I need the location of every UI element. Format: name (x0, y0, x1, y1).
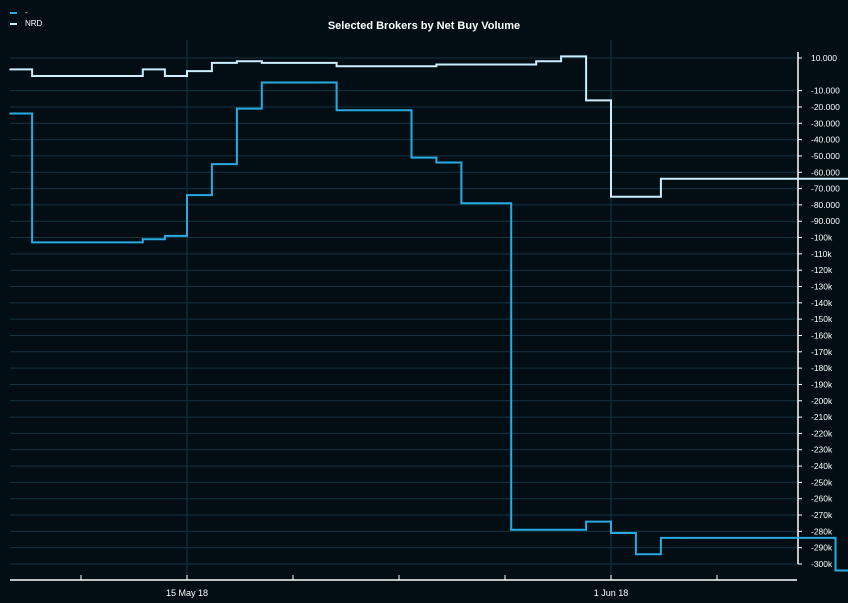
y-tick-label: -250k (811, 477, 833, 487)
data-point-2 (236, 60, 238, 63)
y-tick-label: -70.000 (811, 184, 840, 194)
data-point-2 (560, 55, 562, 58)
data-point-1 (585, 520, 587, 523)
data-point-1 (164, 235, 166, 237)
data-point-1 (236, 107, 238, 110)
data-point-1 (610, 532, 612, 534)
y-tick-label: -260k (811, 494, 833, 504)
legend: - NRD (10, 7, 42, 29)
data-point-1 (635, 553, 637, 556)
y-tick-label: -280k (811, 526, 833, 536)
data-point-1 (211, 163, 213, 165)
x-tick-label: 1 Jun 18 (594, 588, 629, 598)
data-point-2 (164, 75, 166, 77)
y-tick-label: -200k (811, 396, 833, 406)
data-point-1 (261, 81, 263, 84)
y-tick-label: -190k (811, 379, 833, 389)
data-point-1 (834, 569, 837, 572)
data-point-1 (485, 202, 488, 205)
data-point-2 (9, 68, 11, 71)
data-point-2 (460, 63, 463, 66)
y-tick-label: -230k (811, 445, 833, 455)
series-line-2 (10, 55, 848, 198)
legend-item-series-2[interactable]: NRD (10, 18, 42, 29)
data-point-1 (510, 528, 513, 531)
data-point-1 (460, 202, 463, 205)
data-point-2 (335, 65, 338, 67)
y-tick-label: -180k (811, 363, 833, 373)
data-point-2 (535, 60, 537, 63)
data-point-2 (685, 177, 687, 180)
data-point-2 (186, 70, 188, 72)
data-point-2 (211, 62, 213, 64)
data-point-1 (410, 156, 413, 159)
y-tick-label: -50.000 (811, 151, 840, 161)
legend-label-series-1: - (25, 7, 28, 17)
legend-item-series-1[interactable]: - (10, 7, 42, 18)
data-point-1 (285, 81, 288, 84)
data-point-1 (141, 238, 144, 240)
data-point-1 (310, 81, 313, 84)
x-tick-label: 15 May 18 (166, 588, 208, 598)
data-point-2 (610, 195, 612, 198)
y-tick-label: -150k (811, 314, 833, 324)
legend-swatch-series-2 (10, 22, 17, 25)
y-tick-label: -80.000 (811, 200, 840, 210)
y-tick-label: -300k (811, 559, 833, 569)
y-tick-label: -290k (811, 543, 833, 553)
y-tick-label: -240k (811, 461, 833, 471)
y-tick-label: -100k (811, 233, 833, 243)
y-tick-label: -130k (811, 282, 833, 292)
data-point-2 (141, 68, 144, 71)
y-tick-label: -110k (811, 249, 832, 259)
y-tick-label: -60.000 (811, 167, 840, 177)
data-point-1 (335, 109, 338, 112)
y-tick-label: -160k (811, 330, 833, 340)
data-point-1 (685, 537, 687, 539)
data-point-1 (31, 241, 33, 244)
y-tick-label: -170k (811, 347, 833, 357)
data-point-2 (261, 62, 263, 64)
y-tick-label: -270k (811, 510, 833, 520)
y-tick-label: -40.000 (811, 135, 840, 145)
y-tick-label: 10.000 (811, 53, 837, 63)
data-point-2 (635, 195, 637, 198)
data-point-1 (660, 537, 662, 539)
legend-label-series-2: NRD (25, 18, 43, 28)
y-tick-label: -90.000 (811, 216, 840, 226)
data-point-2 (585, 99, 587, 102)
chart-title: Selected Brokers by Net Buy Volume (327, 20, 521, 32)
y-tick-label: -140k (811, 298, 833, 308)
y-tick-label: -30.000 (811, 118, 840, 128)
y-tick-label: -210k (811, 412, 833, 422)
data-point-2 (360, 65, 363, 67)
y-tick-label: -120k (811, 265, 833, 275)
y-tick-label: -20.000 (811, 102, 840, 112)
data-point-2 (31, 75, 33, 77)
data-point-2 (435, 63, 438, 66)
data-point-1 (759, 537, 762, 539)
data-point-2 (660, 177, 662, 180)
y-tick-label: -10.000 (811, 86, 840, 96)
data-point-2 (759, 177, 762, 180)
data-point-1 (186, 194, 188, 196)
legend-swatch-series-1 (10, 11, 17, 14)
data-point-1 (9, 112, 11, 115)
y-tick-label: -220k (811, 428, 833, 438)
data-point-1 (435, 161, 438, 164)
